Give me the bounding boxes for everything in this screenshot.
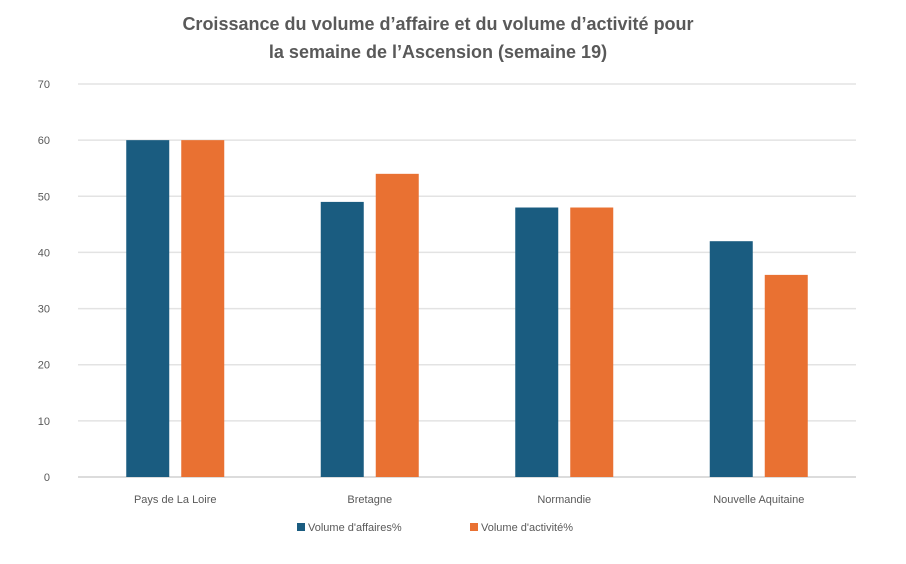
bar-volume-affaires <box>320 201 364 477</box>
y-tick-label: 70 <box>38 79 50 91</box>
x-tick-label: Pays de La Loire <box>134 494 217 506</box>
bar-volume-activite <box>181 140 225 477</box>
y-tick-label: 0 <box>44 472 50 484</box>
bar-volume-affaires <box>709 241 753 477</box>
legend-label: Volume d'affaires% <box>308 522 402 534</box>
bar-volume-affaires <box>515 207 559 477</box>
x-tick-label: Bretagne <box>347 494 392 506</box>
y-tick-label: 20 <box>38 360 50 372</box>
chart-title-line-1: Croissance du volume d’affaire et du vol… <box>182 14 693 34</box>
bar-volume-affaires <box>126 140 170 477</box>
y-tick-label: 40 <box>38 247 50 259</box>
y-tick-label: 60 <box>38 135 50 147</box>
legend-swatch <box>297 523 305 531</box>
bar-volume-activite <box>570 207 614 477</box>
bar-volume-activite <box>764 274 808 477</box>
y-tick-label: 30 <box>38 304 50 316</box>
x-tick-label: Normandie <box>537 494 591 506</box>
legend-swatch <box>470 523 478 531</box>
y-tick-label: 50 <box>38 191 50 203</box>
legend-label: Volume d'activité% <box>481 522 573 534</box>
y-tick-label: 10 <box>38 416 50 428</box>
x-tick-label: Nouvelle Aquitaine <box>713 494 804 506</box>
chart-title-line-2: la semaine de l’Ascension (semaine 19) <box>269 42 607 62</box>
bar-volume-activite <box>375 173 419 478</box>
